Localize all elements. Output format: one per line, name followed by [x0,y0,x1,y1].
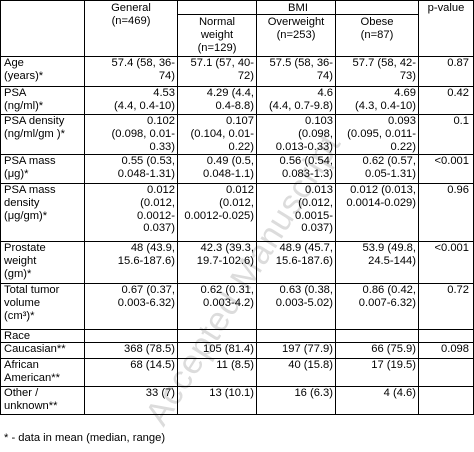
footnote: * - data in mean (median, range) [4,432,166,444]
table-rule [335,0,336,415]
header-general: General (n=469) [111,2,151,27]
table-cell-p: <0.001 [434,155,469,167]
table-cell-p: <0.001 [434,242,469,254]
table-cell-overweight: 57.5 (58, 36- 74) [269,57,333,82]
table-cell-overweight: 40 (15.8) [288,359,333,371]
table-cell-obese: 4.69 (4.3, 0.4-10) [355,87,416,112]
table-cell-p [419,387,469,414]
table-cell-normal: 42.3 (39.3, 19.7-102.6) [196,242,254,267]
header-overweight: Overweight (n=253) [267,16,325,41]
table-cell-p: 0.098 [441,343,469,355]
header-p-value: p-value [427,2,465,14]
table-cell-normal: 4.29 (4.4, 0.4-8.8) [206,87,254,112]
table-cell-general: 4.53 (4.4, 0.4-10) [114,87,175,112]
table-cell-obese: 4 (4.6) [383,387,416,399]
table-cell-label: Prostate weight (gm)* [4,242,46,280]
table-rule [0,329,474,330]
table-cell-label: Age (years)* [4,57,44,82]
table-cell-label: Caucasian** [4,343,66,355]
table-rule [0,114,474,115]
table-cell-p: 0.72 [447,284,469,296]
table-rule [256,0,257,415]
table-cell-overweight: 4.6 (4.4, 0.7-9.8) [268,87,333,112]
table-rule [0,414,474,415]
table-cell-normal: 57.1 (57, 40- 72) [190,57,254,82]
header-normal-weight: Normal weight (n=129) [197,16,237,54]
table-cell-general: 48 (43.9, 15.6-187.6) [117,242,175,267]
table-cell-label: PSA density (ng/ml/gm )* [4,115,65,140]
table-rule [0,241,474,242]
table-rule [0,283,474,284]
table-cell-label: Race [4,330,31,342]
table-cell-p: 0.96 [447,184,469,196]
table-cell-normal: 0.62 (0.31, 0.003-4.2) [200,284,255,309]
table-cell-general: 68 (14.5) [130,359,175,371]
table-rule [0,183,474,184]
table-cell-p: 0.1 [453,115,469,127]
table-rule [0,86,474,87]
table-cell-normal [178,330,254,342]
table-cell-general: 0.102 (0.098, 0.01- 0.33) [111,115,175,153]
table-cell-overweight: 197 (77.9) [282,343,333,355]
table-cell-general: 0.67 (0.37, 0.003-6.32) [117,284,175,309]
table-rule [0,56,474,57]
table-rule [0,386,474,387]
table-cell-overweight: 16 (6.3) [294,387,333,399]
table-cell-p [419,359,469,386]
table-cell-label: PSA mass density (μg/gm)* [4,184,56,222]
table-rule [84,0,85,415]
table-cell-obese: 0.093 (0.095, 0.011- 0.22) [347,115,416,153]
table-cell-general [85,330,175,342]
table-cell-label: PSA (ng/ml)* [4,87,44,112]
table-rule [418,0,419,415]
table-cell-general: 57.4 (58, 36- 74) [111,57,175,82]
table-cell-obese: 66 (75.9) [371,343,416,355]
table-cell-overweight: 0.013 (0.012, 0.0015- 0.037) [295,184,333,235]
table-rule [0,154,474,155]
table-cell-normal: 0.012 (0.012, 0.0012-0.025) [184,184,254,222]
table-cell-label: African American** [4,359,60,384]
table-cell-normal: 0.49 (0.5, 0.048-1.1) [203,155,254,180]
table-rule [0,0,1,415]
table-cell-label: Other / unknown** [4,387,58,412]
table-cell-obese [336,330,416,342]
table-rule [178,14,419,15]
table-cell-general: 368 (78.5) [124,343,175,355]
table-cell-p: 0.42 [447,87,469,99]
header-obese: Obese (n=87) [360,16,394,41]
table-cell-overweight [257,330,333,342]
table-cell-label: PSA mass (μg)* [4,155,56,180]
table-cell-obese: 17 (19.5) [371,359,416,371]
table-cell-obese: 0.86 (0.42, 0.007-6.32) [358,284,416,309]
table-cell-obese: 53.9 (49.8, 24.5-144) [362,242,417,267]
table-cell-normal: 13 (10.1) [209,387,254,399]
table-cell-p: 0.87 [447,57,469,69]
table-cell-normal: 105 (81.4) [203,343,254,355]
table-cell-obese: 0.012 (0.013, 0.0014-0.029) [346,184,416,209]
header-bmi: BMI [288,2,308,14]
table-cell-general: 0.55 (0.53, 0.048-1.31) [117,155,175,180]
table-cell-normal: 11 (8.5) [216,359,254,371]
table-rule [0,358,474,359]
table-cell-p [419,330,469,342]
table-cell-general: 0.012 (0.012, 0.0012- 0.037) [137,184,175,235]
table-cell-overweight: 48.9 (45.7, 15.6-187.6) [275,242,333,267]
table-rule [0,0,474,1]
table-cell-obese: 0.62 (0.57, 0.05-1.31) [362,155,417,180]
table-cell-label: Total tumor volume (cm³)* [4,284,60,322]
table-cell-obese: 57.7 (58, 42- 73) [352,57,416,82]
table-rule [0,342,474,343]
table-cell-overweight: 0.56 (0.54, 0.083-1.3) [279,155,334,180]
table-cell-general: 33 (7) [145,387,175,399]
table-cell-overweight: 0.103 (0.098, 0.013-0.33) [275,115,333,153]
table-rule [177,0,178,415]
table-cell-overweight: 0.63 (0.38, 0.003-5.02) [275,284,333,309]
table-cell-normal: 0.107 (0.104, 0.01- 0.22) [190,115,254,153]
